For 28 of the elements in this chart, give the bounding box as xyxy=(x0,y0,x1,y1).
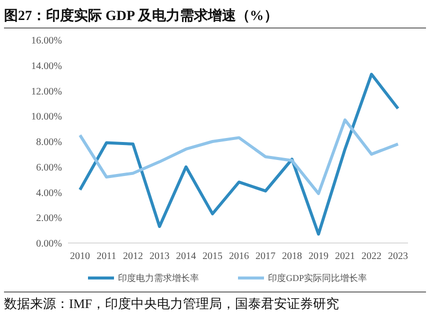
x-tick-label: 2014 xyxy=(176,251,196,262)
y-tick-label: 14.00% xyxy=(31,60,62,72)
y-tick-label: 10.00% xyxy=(31,112,62,123)
y-tick-label: 8.00% xyxy=(36,137,62,148)
x-tick-label: 2017 xyxy=(256,251,276,262)
y-tick-label: 6.00% xyxy=(36,162,62,174)
x-tick-label: 2023 xyxy=(388,251,408,262)
x-tick-label: 2018 xyxy=(282,251,302,262)
y-tick-label: 0.00% xyxy=(36,238,62,250)
y-tick-label: 2.00% xyxy=(36,213,62,224)
x-tick-label: 2021 xyxy=(335,251,355,262)
y-tick-label: 16.00% xyxy=(31,36,62,46)
line-series xyxy=(78,118,400,196)
x-tick-label: 2011 xyxy=(96,251,116,262)
legend-label: 印度电力需求增长率 xyxy=(118,273,199,284)
x-tick-label: 2012 xyxy=(123,251,143,262)
chart-title: 图27：印度实际 GDP 及电力需求增速（%） xyxy=(4,7,278,24)
x-tick-label: 2022 xyxy=(362,251,382,262)
x-tick-label: 2019 xyxy=(308,251,328,262)
y-tick-label: 4.00% xyxy=(36,188,62,199)
legend-label: 印度GDP实际同比增长率 xyxy=(268,273,368,284)
x-tick-label: 2016 xyxy=(229,251,249,262)
x-tick-label: 2010 xyxy=(70,251,90,262)
line-series xyxy=(78,72,400,236)
x-tick-label: 2013 xyxy=(150,251,170,262)
x-tick-label: 2015 xyxy=(202,251,222,262)
source-note: 数据来源：IMF，印度中央电力管理局，国泰君安证券研究 xyxy=(4,296,340,311)
y-tick-label: 12.00% xyxy=(31,86,62,98)
